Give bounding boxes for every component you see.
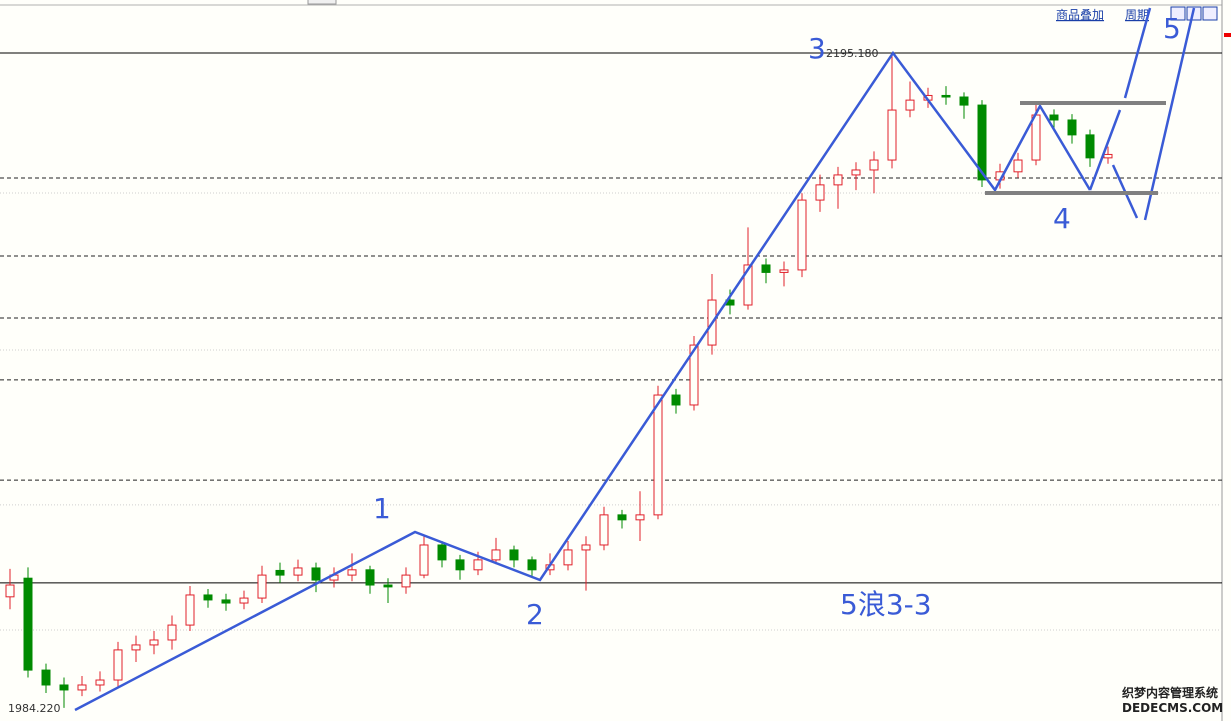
wave-path	[1088, 109, 1122, 191]
candle-body	[347, 569, 357, 576]
candle-body	[203, 594, 213, 601]
candle-body	[1067, 119, 1077, 136]
wave-label: 5	[1163, 12, 1181, 45]
side-marker	[1224, 33, 1231, 37]
candle-body	[185, 594, 195, 626]
candle-body	[869, 159, 879, 171]
candle-body	[941, 94, 951, 98]
candle-body	[761, 264, 771, 273]
candle-body	[365, 569, 375, 586]
candle-body	[635, 514, 645, 521]
candle-body	[455, 559, 465, 571]
candle-body	[257, 574, 267, 599]
nav-left[interactable]	[1170, 6, 1186, 21]
candle-body	[437, 544, 447, 561]
candle-body	[41, 669, 51, 686]
tab	[307, 0, 337, 5]
candle-body	[599, 514, 609, 546]
candle-body	[779, 269, 789, 273]
candle-body	[293, 567, 303, 576]
candle-body	[473, 559, 483, 571]
candle-body	[851, 169, 861, 176]
candle-body	[77, 684, 87, 691]
price-label: 1984.220	[8, 702, 61, 715]
wave-label: 5浪3-3	[840, 588, 932, 621]
candle-body	[491, 549, 501, 561]
candle-body	[149, 639, 159, 646]
wave-arrows	[74, 7, 1196, 712]
candle-body	[167, 624, 177, 641]
candle-body	[977, 104, 987, 181]
candle-body	[1013, 159, 1023, 173]
watermark: DEDECMS.COM	[1122, 701, 1223, 715]
wave-label: 4	[1053, 202, 1071, 235]
price-label: 2195.180	[826, 47, 879, 60]
wave-label: 3	[808, 32, 826, 65]
candle-body	[509, 549, 519, 561]
candle-body	[401, 574, 411, 588]
wave-path	[74, 50, 1092, 712]
candle-body	[617, 514, 627, 521]
candle-body	[239, 597, 249, 604]
candle-body	[275, 569, 285, 576]
nav-max[interactable]	[1202, 6, 1218, 21]
overlay-button[interactable]: 商品叠加	[1056, 7, 1104, 22]
candle-body	[743, 264, 753, 306]
wave-label: 1	[373, 492, 391, 525]
candle-body	[59, 684, 69, 691]
candle-body	[959, 96, 969, 106]
candle-body	[833, 174, 843, 186]
candle-body	[527, 559, 537, 571]
candle-body	[887, 109, 897, 161]
candle-body	[671, 394, 681, 406]
candle-body	[311, 567, 321, 581]
candle-body	[1049, 114, 1059, 121]
candle-body	[1085, 134, 1095, 159]
period-button[interactable]: 周期	[1125, 8, 1149, 22]
candle-body	[1031, 114, 1041, 161]
candle-body	[131, 644, 141, 651]
watermark: 织梦内容管理系统	[1122, 685, 1218, 700]
candle-body	[95, 679, 105, 686]
candle-body	[563, 549, 573, 566]
candle-body	[689, 344, 699, 406]
candle-body	[905, 99, 915, 111]
candle-body	[797, 199, 807, 271]
wave-label: 2	[526, 598, 544, 631]
wave-path	[1123, 7, 1152, 99]
candle-body	[419, 544, 429, 576]
candle-body	[5, 584, 15, 598]
candle-body	[113, 649, 123, 681]
candle-body	[1103, 153, 1113, 159]
candle-body	[23, 577, 33, 671]
candle-body	[383, 584, 393, 588]
candle-body	[581, 544, 591, 551]
wave-path	[1143, 7, 1196, 221]
candle-body	[815, 184, 825, 201]
candle-body	[221, 599, 231, 604]
candle-body	[653, 394, 663, 516]
